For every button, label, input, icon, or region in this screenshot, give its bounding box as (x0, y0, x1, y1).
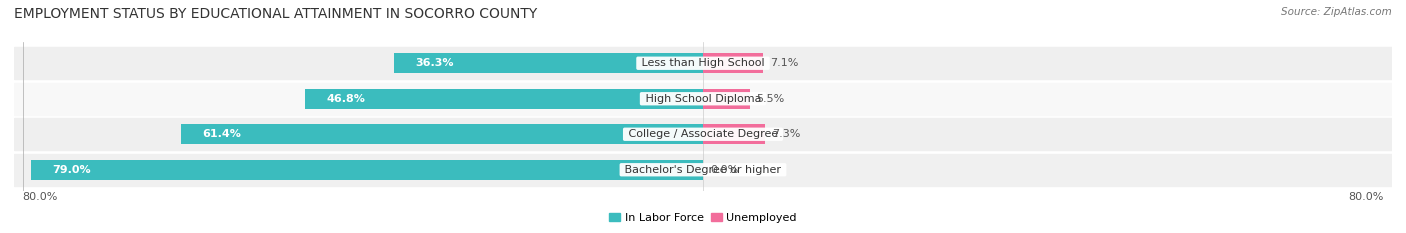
Text: 80.0%: 80.0% (1348, 192, 1384, 202)
Text: 61.4%: 61.4% (202, 129, 240, 139)
Bar (703, 54, 763, 73)
Text: 5.5%: 5.5% (756, 94, 785, 104)
Bar (14, 47, 1392, 79)
Bar (703, 124, 765, 144)
Text: 80.0%: 80.0% (22, 192, 58, 202)
Bar (31, 160, 703, 179)
Text: 46.8%: 46.8% (326, 94, 366, 104)
Text: EMPLOYMENT STATUS BY EDUCATIONAL ATTAINMENT IN SOCORRO COUNTY: EMPLOYMENT STATUS BY EDUCATIONAL ATTAINM… (14, 7, 537, 21)
Text: 7.3%: 7.3% (772, 129, 800, 139)
Bar (181, 124, 703, 144)
Bar (14, 83, 1392, 115)
Bar (14, 118, 1392, 150)
Bar (703, 89, 749, 109)
Text: High School Diploma: High School Diploma (641, 94, 765, 104)
Text: 79.0%: 79.0% (52, 165, 91, 175)
Bar (305, 89, 703, 109)
Text: 0.0%: 0.0% (710, 165, 738, 175)
Bar (394, 54, 703, 73)
Text: 7.1%: 7.1% (770, 58, 799, 68)
Text: College / Associate Degree: College / Associate Degree (624, 129, 782, 139)
Text: Less than High School: Less than High School (638, 58, 768, 68)
Text: 36.3%: 36.3% (416, 58, 454, 68)
Bar (14, 154, 1392, 186)
Text: Bachelor's Degree or higher: Bachelor's Degree or higher (621, 165, 785, 175)
Text: Source: ZipAtlas.com: Source: ZipAtlas.com (1281, 7, 1392, 17)
Legend: In Labor Force, Unemployed: In Labor Force, Unemployed (605, 208, 801, 227)
